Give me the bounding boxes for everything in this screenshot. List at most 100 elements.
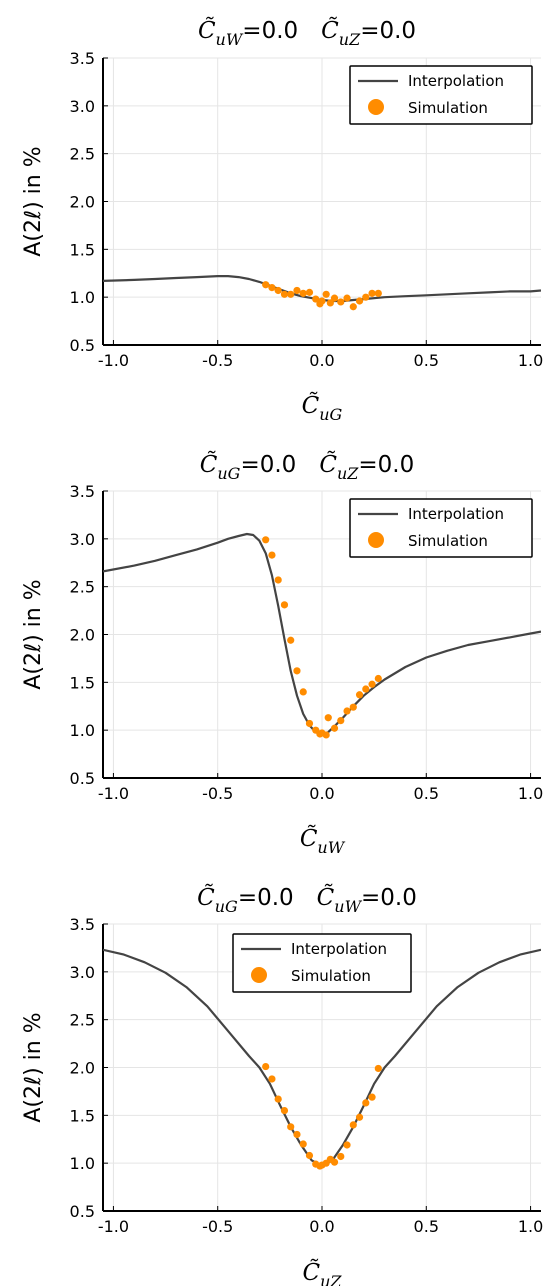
simulation-point <box>330 294 339 302</box>
legend-label-interpolation: Interpolation <box>408 72 504 90</box>
variable-subscript: uW <box>216 30 244 49</box>
chart-title: C̃uG​=0.0 C̃uZ​=0.0 <box>200 452 414 483</box>
variable-symbol: C̃ <box>302 393 320 419</box>
y-tick-label: 3.0 <box>70 97 95 116</box>
x-tick-label: -0.5 <box>202 784 233 803</box>
simulation-point <box>322 290 330 298</box>
simulation-point <box>274 576 282 584</box>
x-tick-label: -1.0 <box>98 784 129 803</box>
simulation-point <box>262 281 270 289</box>
legend-label-interpolation: Interpolation <box>291 940 387 958</box>
y-tick-label: 3.5 <box>70 482 95 501</box>
y-tick-label: 1.0 <box>70 721 95 740</box>
y-tick-label: 0.5 <box>70 336 95 355</box>
y-tick-label: 1.5 <box>70 240 95 259</box>
y-tick-label: 1.5 <box>70 1106 95 1125</box>
chart-panel-3: -1.0 -0.5 0.0 0.5 1.0 0.5 1.0 1.5 2.0 2.5 3.0 3.5 C̃… <box>21 885 543 1286</box>
x-tick-label: 0.0 <box>309 351 334 370</box>
x-tick-label: 1.0 <box>518 1217 543 1236</box>
chart-title: C̃uG​=0.0 C̃uW​=0.0 <box>197 885 417 916</box>
simulation-point <box>330 1158 339 1166</box>
title-value: =0.0 <box>242 18 298 44</box>
variable-symbol: C̃ <box>200 452 218 478</box>
legend: Interpolation Simulation <box>349 498 533 558</box>
simulation-point <box>355 297 364 305</box>
y-axis-label: A(2ℓ) in % <box>21 1012 46 1122</box>
simulation-point <box>305 1151 314 1160</box>
variable-symbol: C̃ <box>302 1260 320 1286</box>
y-tick-label: 2.5 <box>70 1011 95 1030</box>
simulation-point <box>280 290 289 298</box>
y-tick-label: 2.0 <box>70 193 95 212</box>
legend-marker-swatch <box>251 967 267 983</box>
x-tick-label: -1.0 <box>98 1217 129 1236</box>
x-tick-label: 0.5 <box>414 784 439 803</box>
simulation-point <box>330 724 339 732</box>
x-tick-label: 0.5 <box>414 351 439 370</box>
x-axis-label: C̃uW​ <box>300 826 346 857</box>
simulation-point <box>343 1141 351 1149</box>
simulation-point <box>299 688 307 696</box>
simulation-point <box>293 667 301 675</box>
simulation-point <box>374 1064 382 1073</box>
legend: Interpolation Simulation <box>349 65 533 125</box>
simulation-point <box>349 703 357 711</box>
simulation-point <box>362 1099 370 1107</box>
legend-label-simulation: Simulation <box>291 967 371 985</box>
simulation-point <box>343 294 351 302</box>
x-axis-label: C̃uZ​ <box>302 1260 342 1286</box>
variable-subscript: uW <box>317 838 345 857</box>
simulation-point <box>305 719 314 728</box>
x-tick-label: 1.0 <box>518 784 543 803</box>
y-tick-label: 3.0 <box>70 530 95 549</box>
y-tick-label: 3.5 <box>70 915 95 934</box>
simulation-point <box>343 707 351 715</box>
variable-symbol: C̃ <box>319 452 337 478</box>
title-value: =0.0 <box>240 452 296 478</box>
interpolation-line <box>103 275 541 303</box>
simulation-point <box>349 1121 357 1129</box>
title-gap <box>298 18 321 44</box>
simulation-point <box>324 714 332 722</box>
simulation-point <box>293 1130 301 1139</box>
interpolation-line <box>103 532 541 737</box>
y-tick-label: 0.5 <box>70 1202 95 1221</box>
y-tick-label: 0.5 <box>70 769 95 788</box>
simulation-point <box>322 731 330 739</box>
simulation-point <box>287 636 295 644</box>
legend-label-interpolation: Interpolation <box>408 505 504 523</box>
title-value: =0.0 <box>361 885 417 911</box>
variable-subscript: uZ <box>320 1272 342 1286</box>
simulation-point <box>368 680 376 688</box>
simulation-point <box>312 295 320 303</box>
y-tick-label: 3.5 <box>70 49 95 68</box>
title-gap <box>294 885 317 911</box>
x-tick-label: 0.0 <box>309 1217 334 1236</box>
simulation-point <box>280 1106 289 1115</box>
x-tick-label: -0.5 <box>202 351 233 370</box>
simulation-point <box>337 1152 345 1161</box>
simulation-point <box>274 286 282 295</box>
simulation-point <box>268 1075 276 1083</box>
y-tick-label: 3.0 <box>70 963 95 982</box>
simulation-point <box>262 536 270 544</box>
x-axis-label: C̃uG​ <box>302 393 343 424</box>
simulation-point <box>305 288 314 296</box>
y-axis-label: A(2ℓ) in % <box>21 579 46 689</box>
variable-subscript: uG <box>215 897 238 916</box>
title-value: =0.0 <box>238 885 294 911</box>
variable-symbol: C̃ <box>198 18 216 44</box>
y-tick-label: 2.5 <box>70 145 95 164</box>
title-gap <box>296 452 319 478</box>
y-tick-label: 1.0 <box>70 1154 95 1173</box>
variable-subscript: uZ <box>339 30 361 49</box>
simulation-point <box>287 290 295 298</box>
legend-marker-swatch <box>368 99 384 115</box>
variable-subscript: uZ <box>337 464 359 483</box>
simulation-point <box>374 674 382 683</box>
y-axis-label: A(2ℓ) in % <box>21 146 46 256</box>
simulation-point <box>374 289 382 297</box>
x-tick-label: -1.0 <box>98 351 129 370</box>
simulation-point <box>299 1140 307 1148</box>
simulation-point <box>368 289 376 297</box>
